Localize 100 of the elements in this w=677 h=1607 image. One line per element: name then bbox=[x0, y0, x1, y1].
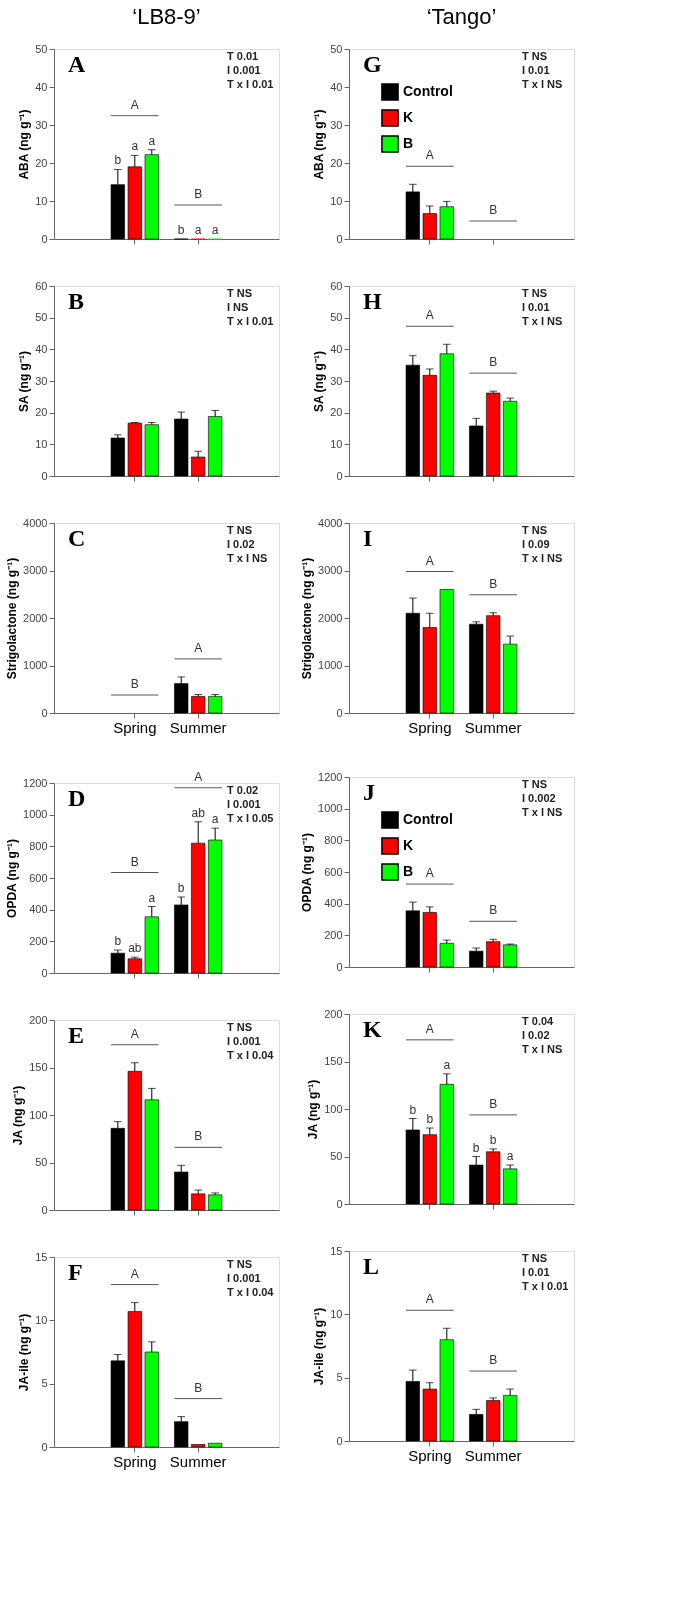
y-tick-label: 2000 bbox=[318, 611, 343, 624]
annotation: A bbox=[425, 1292, 434, 1307]
data-label: a bbox=[148, 890, 156, 905]
annotation: T NS bbox=[522, 524, 548, 536]
annotation: I 0.01 bbox=[522, 64, 550, 76]
annotation: I 0.02 bbox=[522, 1029, 550, 1041]
annotation: A bbox=[194, 769, 203, 784]
y-tick-label: 10 bbox=[330, 437, 343, 450]
y-tick-label: 200 bbox=[324, 1007, 343, 1020]
annotation: B bbox=[130, 677, 139, 691]
annotation: B bbox=[489, 203, 498, 217]
annotation: E bbox=[68, 1022, 85, 1048]
data-label: a bbox=[131, 139, 139, 154]
annotation: T NS bbox=[522, 1252, 548, 1264]
y-tick-label: 0 bbox=[336, 1197, 343, 1210]
y-tick-label: 0 bbox=[41, 469, 48, 482]
legend-label: Control bbox=[403, 83, 453, 99]
annotation: T NS bbox=[522, 778, 548, 790]
y-tick-label: 30 bbox=[330, 374, 343, 387]
y-tick-label: 0 bbox=[336, 1434, 343, 1447]
y-tick-label: 40 bbox=[330, 342, 343, 355]
y-tick-label: 4000 bbox=[318, 516, 343, 529]
y-axis-title: ABA (ng g⁻¹) bbox=[312, 109, 327, 180]
data-label: a bbox=[211, 223, 219, 237]
y-tick-label: 0 bbox=[336, 960, 343, 973]
y-tick-label: 0 bbox=[41, 966, 48, 979]
y-tick-label: 15 bbox=[35, 1250, 48, 1263]
annotation: T x I NS bbox=[522, 78, 563, 90]
y-tick-label: 50 bbox=[35, 311, 48, 324]
annotation: B bbox=[194, 187, 203, 201]
y-tick-label: 600 bbox=[324, 865, 343, 878]
y-axis-title: SA (ng g⁻¹) bbox=[312, 351, 327, 412]
data-label: b bbox=[177, 223, 185, 237]
y-tick-label: 4000 bbox=[23, 516, 48, 529]
y-tick-label: 100 bbox=[29, 1108, 48, 1121]
annotation: I 0.001 bbox=[227, 1035, 261, 1047]
annotation: L bbox=[363, 1253, 380, 1279]
data-label: ab bbox=[128, 941, 142, 956]
y-tick-label: 20 bbox=[330, 156, 343, 169]
bar bbox=[144, 424, 159, 477]
y-axis-title: JA (ng g⁻¹) bbox=[306, 1079, 321, 1140]
annotation: A bbox=[68, 51, 86, 77]
bar bbox=[208, 1194, 223, 1211]
y-axis-title: OPDA (ng g⁻¹) bbox=[300, 833, 315, 912]
y-tick-label: 400 bbox=[324, 897, 343, 910]
legend-label: K bbox=[403, 837, 414, 853]
legend-label: Control bbox=[403, 811, 453, 827]
y-tick-label: 0 bbox=[336, 706, 343, 719]
data-label: a bbox=[194, 223, 202, 237]
y-tick-label: 200 bbox=[324, 928, 343, 941]
data-label: b bbox=[177, 881, 185, 895]
annotation: T x I 0.01 bbox=[522, 1280, 569, 1292]
y-axis-title: SA (ng g⁻¹) bbox=[17, 351, 32, 412]
y-tick-label: 40 bbox=[35, 80, 48, 93]
bar bbox=[486, 1151, 501, 1205]
x-tick-label: Spring bbox=[408, 1446, 452, 1464]
data-label: b bbox=[472, 1140, 480, 1155]
annotation: T x I NS bbox=[522, 552, 563, 564]
annotation: B bbox=[194, 1380, 203, 1395]
annotation: A bbox=[425, 553, 434, 568]
bar bbox=[439, 206, 454, 240]
y-axis-title: ABA (ng g⁻¹) bbox=[17, 109, 32, 180]
data-label: b bbox=[114, 934, 122, 949]
annotation: T x I NS bbox=[522, 315, 563, 327]
annotation: A bbox=[130, 1026, 139, 1041]
y-tick-label: 10 bbox=[330, 194, 343, 207]
y-tick-label: 600 bbox=[29, 871, 48, 884]
x-tick-label: Spring bbox=[113, 718, 157, 736]
annotation: T NS bbox=[522, 287, 548, 299]
annotation: A bbox=[130, 97, 139, 112]
y-tick-label: 20 bbox=[330, 406, 343, 419]
y-tick-label: 10 bbox=[35, 194, 48, 207]
annotation: T NS bbox=[227, 524, 253, 536]
y-tick-label: 1200 bbox=[318, 770, 343, 783]
annotation: I 0.01 bbox=[522, 301, 550, 313]
y-tick-label: 0 bbox=[41, 1440, 48, 1453]
annotation: C bbox=[68, 525, 86, 551]
bar bbox=[469, 1414, 484, 1442]
annotation: I 0.002 bbox=[522, 792, 556, 804]
bar bbox=[469, 623, 484, 714]
bar bbox=[208, 1442, 223, 1448]
y-tick-label: 1000 bbox=[23, 659, 48, 671]
y-tick-label: 0 bbox=[41, 1203, 48, 1216]
annotation: I bbox=[363, 525, 373, 551]
y-axis-title: JA (ng g⁻¹) bbox=[11, 1085, 26, 1146]
bar bbox=[439, 942, 454, 968]
y-tick-label: 30 bbox=[35, 374, 48, 387]
annotation: T x I NS bbox=[522, 806, 563, 818]
annotation: I 0.001 bbox=[227, 798, 261, 810]
y-tick-label: 50 bbox=[330, 42, 343, 55]
bar bbox=[503, 400, 518, 477]
bar bbox=[486, 615, 501, 714]
bar bbox=[174, 1421, 189, 1448]
bar bbox=[486, 392, 501, 477]
x-tick-label: Spring bbox=[113, 1452, 157, 1470]
data-label: b bbox=[114, 153, 122, 168]
y-tick-label: 60 bbox=[330, 279, 343, 292]
y-tick-label: 1200 bbox=[23, 776, 48, 789]
annotation: I 0.001 bbox=[227, 64, 261, 76]
y-tick-label: 400 bbox=[29, 903, 48, 916]
